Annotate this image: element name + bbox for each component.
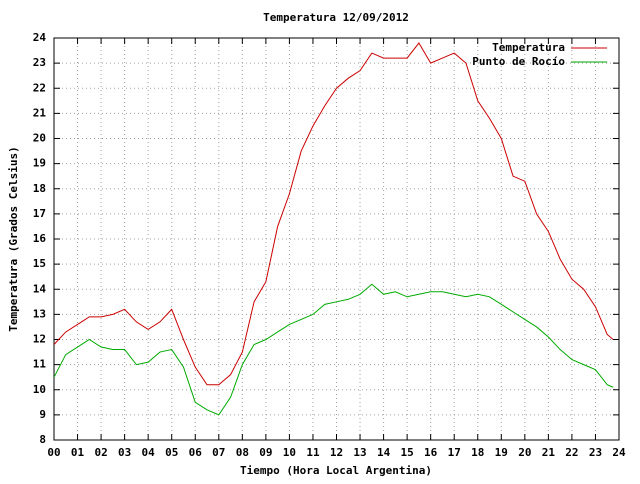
y-tick-label: 13 bbox=[33, 307, 46, 320]
y-tick-label: 24 bbox=[33, 31, 47, 44]
x-tick-label: 24 bbox=[612, 446, 626, 459]
x-tick-label: 16 bbox=[424, 446, 438, 459]
x-tick-label: 08 bbox=[236, 446, 249, 459]
y-tick-label: 12 bbox=[33, 333, 46, 346]
legend-label: Punto de Rocío bbox=[472, 55, 565, 68]
x-tick-label: 04 bbox=[142, 446, 156, 459]
y-tick-label: 10 bbox=[33, 383, 46, 396]
x-tick-label: 20 bbox=[518, 446, 531, 459]
x-tick-label: 03 bbox=[118, 446, 131, 459]
x-tick-label: 11 bbox=[306, 446, 320, 459]
y-tick-label: 15 bbox=[33, 257, 46, 270]
plot-frame bbox=[53, 37, 620, 441]
x-axis-label: Tiempo (Hora Local Argentina) bbox=[240, 464, 432, 477]
y-tick-label: 21 bbox=[33, 106, 47, 119]
x-tick-label: 14 bbox=[377, 446, 391, 459]
y-axis-label: Temperatura (Grados Celsius) bbox=[7, 146, 20, 331]
x-tick-label: 05 bbox=[165, 446, 178, 459]
x-tick-label: 13 bbox=[353, 446, 366, 459]
y-tick-label: 20 bbox=[33, 132, 46, 145]
x-tick-label: 21 bbox=[542, 446, 556, 459]
y-tick-label: 11 bbox=[33, 358, 47, 371]
y-tick-label: 23 bbox=[33, 56, 46, 69]
x-tick-label: 22 bbox=[565, 446, 578, 459]
y-tick-label: 16 bbox=[33, 232, 47, 245]
y-tick-label: 8 bbox=[39, 433, 46, 446]
x-tick-label: 01 bbox=[71, 446, 85, 459]
x-tick-label: 23 bbox=[589, 446, 602, 459]
y-tick-label: 14 bbox=[33, 282, 47, 295]
series-line bbox=[53, 283, 614, 416]
x-tick-label: 00 bbox=[47, 446, 60, 459]
x-tick-label: 15 bbox=[401, 446, 414, 459]
chart-title: Temperatura 12/09/2012 bbox=[263, 11, 409, 24]
legend-label: Temperatura bbox=[492, 41, 565, 54]
series-line bbox=[53, 42, 614, 386]
x-tick-label: 10 bbox=[283, 446, 296, 459]
x-tick-label: 12 bbox=[330, 446, 343, 459]
y-tick-label: 9 bbox=[39, 408, 46, 421]
x-tick-label: 02 bbox=[94, 446, 107, 459]
x-tick-label: 19 bbox=[495, 446, 508, 459]
y-tick-label: 19 bbox=[33, 157, 46, 170]
x-tick-label: 07 bbox=[212, 446, 225, 459]
x-tick-label: 18 bbox=[471, 446, 484, 459]
y-tick-label: 22 bbox=[33, 81, 46, 94]
y-tick-label: 17 bbox=[33, 207, 46, 220]
x-tick-label: 06 bbox=[189, 446, 203, 459]
x-tick-label: 17 bbox=[448, 446, 461, 459]
y-tick-label: 18 bbox=[33, 182, 46, 195]
x-tick-label: 09 bbox=[259, 446, 272, 459]
